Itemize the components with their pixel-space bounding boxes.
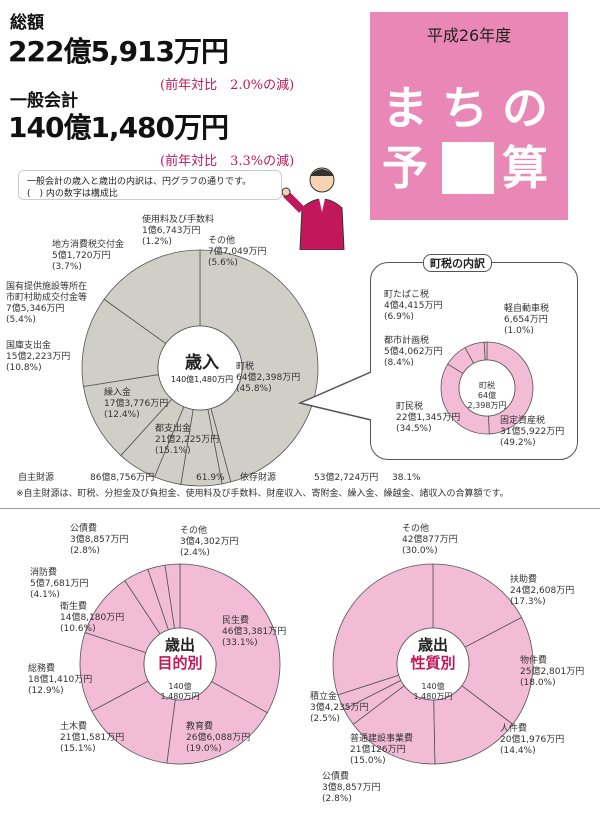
fiscal-year: 平成26年度 [426,26,512,45]
town-tax-label-light-car: 軽自動車税 6,654万円 (1.0%) [504,304,550,336]
own-revenue-label: 自主財源 [18,473,55,483]
revenue-label-other: その他 7億7,049万円 (5.6%) [208,236,267,268]
donut-hole [143,627,217,701]
general-change: (前年対比 3.3%の減) [160,154,295,169]
own-revenue-note: ※自主財源は、町税、分担金及び負担金、使用料及び手数料、財産収入、寄附金、繰入金… [16,489,509,499]
general-amount: 140億1,480万円 [8,111,229,144]
revenue-label-metro: 都支出金 21億2,225万円 (15.1%) [155,424,220,456]
total-amount: 222億5,913万円 [8,35,229,68]
donut-hole [157,325,243,411]
title-box: 平成26年度 ま ち の 予 算 [370,12,568,220]
nature-label-other: その他 42億877万円 (30.0%) [402,524,458,556]
dependent-revenue-ratio: 38.1% [392,473,421,483]
purpose-label-civil: 土木費 21億1,581万円 (15.1%) [60,722,125,754]
nature-label-assistance: 扶助費 24億2,608万円 (17.3%) [510,575,575,607]
town-tax-label-urban-planning: 都市計画税 5億4,062万円 (8.4%) [384,336,443,368]
donut-hole [458,359,516,417]
own-revenue-amount: 86億8,756万円 [90,473,155,483]
purpose-label-general: 総務費 18億1,410万円 (12.9%) [28,664,93,696]
note-line-2: ( ) 内の数字は構成比 [27,189,118,199]
general-label: 一般会計 [10,91,78,111]
nature-label-reserve: 積立金 3億4,235万円 (2.5%) [310,692,369,724]
purpose-label-welfare: 民生費 46億3,381万円 (33.1%) [222,616,287,648]
revenue-center-title: 歳入 [185,353,219,373]
purpose-label-health: 衛生費 14億8,180万円 (10.6%) [60,602,125,634]
title-char-3: の [502,81,548,135]
town-tax-title: 町税の内訳 [423,254,492,272]
title-block [442,142,494,194]
purpose-label-other: その他 3億4,302万円 (2.4%) [180,526,239,558]
title-char-5: 算 [502,141,548,195]
note-line-1: 一般会計の歳入と歳出の内訳は、円グラフの通りです。 [27,177,252,187]
nature-label-goods: 物件費 25億2,801万円 (18.0%) [520,656,585,688]
town-tax-center: 町税 64億 2,398万円 [467,381,507,410]
town-tax-label-resident: 町民税 22億1,345万円 (34.5%) [396,402,461,434]
town-tax-label-property: 固定資産税 31億5,922万円 (49.2%) [500,416,565,448]
presenter-illustration [282,167,345,250]
dependent-revenue-amount: 53億2,724万円 [314,473,379,483]
revenue-label-fees: 使用料及び手数料 1億6,743万円 (1.2%) [142,215,215,247]
purpose-label-fire: 消防費 5億7,681万円 (4.1%) [30,568,89,600]
note-box: 一般会計の歳入と歳出の内訳は、円グラフの通りです。 ( ) 内の数字は構成比 [18,170,282,200]
nature-label-debt: 公債費 3億8,857万円 (2.8%) [322,772,381,804]
purpose-center-amount: 140億 1,480万円 [160,682,200,701]
nature-label-construction: 普通建設事業費 21億126万円 (15.0%) [350,734,414,766]
dependent-revenue-label: 依存財源 [240,473,277,483]
nature-center-title: 歳出 [417,636,448,654]
purpose-center-sub: 目的別 [157,654,203,672]
revenue-label-facility-grant: 国有提供施設等所在 市町村助成交付金等 7億5,346万円 (5.4%) [6,282,88,325]
town-tax-label-tobacco: 町たばこ税 4億4,415万円 (6.9%) [384,290,443,322]
title-char-4: 予 [382,141,428,195]
donut-hole [396,627,470,701]
revenue-label-consumption-tax: 地方消費税交付金 5億1,720万円 (3.7%) [52,240,125,272]
nature-center-amount: 140億 1,480万円 [413,682,453,701]
title-char-1: ま [382,81,428,135]
nature-label-personnel: 人件費 20億1,976万円 (14.4%) [500,724,565,756]
nature-center-sub: 性質別 [410,654,456,672]
divider [0,508,600,509]
revenue-center-amount: 140億1,480万円 [170,375,234,384]
revenue-label-national: 国庫支出金 15億2,223万円 (10.8%) [6,341,71,373]
purpose-label-debt: 公債費 3億8,857万円 (2.8%) [70,524,129,556]
total-change: (前年対比 2.0%の減) [160,78,295,93]
revenue-label-town-tax: 町税 64億2,398万円 (45.8%) [236,362,301,394]
purpose-label-education: 教育費 26億6,088万円 (19.0%) [186,722,251,754]
own-revenue-ratio: 61.9% [196,473,225,483]
total-label: 総額 [10,13,44,33]
title-char-2: ち [442,81,488,135]
purpose-center-title: 歳出 [164,636,195,654]
revenue-label-transfer: 繰入金 17億3,776万円 (12.4%) [104,388,169,420]
